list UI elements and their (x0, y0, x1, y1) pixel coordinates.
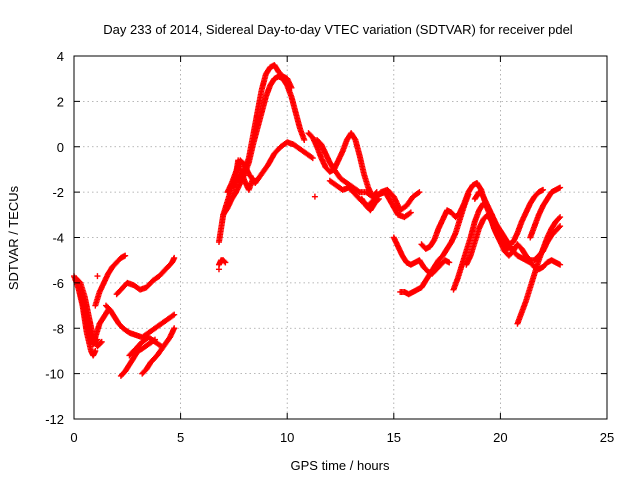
x-tick-label: 25 (600, 430, 614, 445)
series-arc-g (113, 254, 178, 298)
data-point (250, 175, 257, 182)
y-tick-label: -6 (52, 276, 64, 291)
series-arc-k (215, 62, 295, 246)
series-arc-z (514, 214, 564, 327)
series-arc-y (471, 189, 564, 273)
data-point (97, 339, 104, 346)
axis-ticks: 0 5 10 15 20 25 -12 -10 -8 -6 -4 -2 0 2 4 (45, 49, 614, 445)
series-arc-d (77, 291, 101, 348)
data-point (171, 254, 178, 261)
data-point (222, 259, 229, 266)
data-point (557, 214, 564, 221)
data-point (122, 252, 129, 259)
data-point (92, 347, 99, 354)
series-arc-j (126, 334, 165, 359)
data-point (406, 210, 413, 217)
data-point (540, 186, 547, 193)
x-tick-label: 10 (280, 430, 294, 445)
data-point (556, 224, 563, 231)
data-point (157, 342, 164, 349)
y-tick-label: -4 (52, 231, 64, 246)
y-tick-label: 4 (57, 49, 64, 64)
data-point (171, 311, 178, 318)
data-point (221, 258, 228, 265)
data-point (98, 338, 105, 345)
data-point (171, 325, 178, 332)
y-axis-label: SDTVAR / TECUs (6, 185, 21, 290)
chart-title: Day 233 of 2014, Sidereal Day-to-day VTE… (103, 22, 573, 37)
series-arc-e (92, 252, 129, 309)
x-tick-label: 20 (493, 430, 507, 445)
series-arc-w (450, 186, 547, 293)
data-point (169, 312, 176, 319)
series-arc-s (358, 195, 382, 214)
series-arc-o (215, 257, 229, 268)
grid (73, 55, 608, 420)
x-tick-label: 15 (387, 430, 401, 445)
data-point (375, 195, 382, 202)
data-point (309, 155, 316, 162)
data-point (556, 215, 563, 222)
data-point (94, 273, 101, 280)
x-axis-label: GPS time / hours (291, 458, 390, 473)
y-tick-label: -2 (52, 185, 64, 200)
x-tick-label: 0 (70, 430, 77, 445)
x-tick-label: 5 (177, 430, 184, 445)
data-point (215, 266, 222, 273)
series-outliers (94, 193, 318, 280)
data-point (407, 209, 414, 216)
data-point (416, 189, 423, 196)
data-point (158, 343, 165, 350)
series-arc-t (390, 234, 453, 277)
data-point (374, 197, 381, 204)
data-point (93, 337, 100, 344)
series-arc-h (117, 336, 159, 379)
y-tick-label: -10 (45, 367, 64, 382)
data-point (446, 259, 453, 266)
data-point (557, 223, 564, 230)
y-tick-label: -12 (45, 412, 64, 427)
y-tick-label: 0 (57, 140, 64, 155)
data-point (557, 261, 564, 268)
y-tick-label: 2 (57, 94, 64, 109)
series-arc-aa (527, 184, 564, 241)
data-point (415, 190, 422, 197)
series-arc-n (230, 157, 257, 193)
data-points (71, 62, 564, 379)
data-point (94, 336, 101, 343)
data-point (557, 184, 564, 191)
data-point (308, 154, 315, 161)
data-point (301, 136, 308, 143)
y-tick-label: -8 (52, 321, 64, 336)
data-point (355, 188, 362, 195)
series-arc-l (220, 73, 308, 218)
series-arc-f (102, 302, 178, 341)
data-point (311, 193, 318, 200)
